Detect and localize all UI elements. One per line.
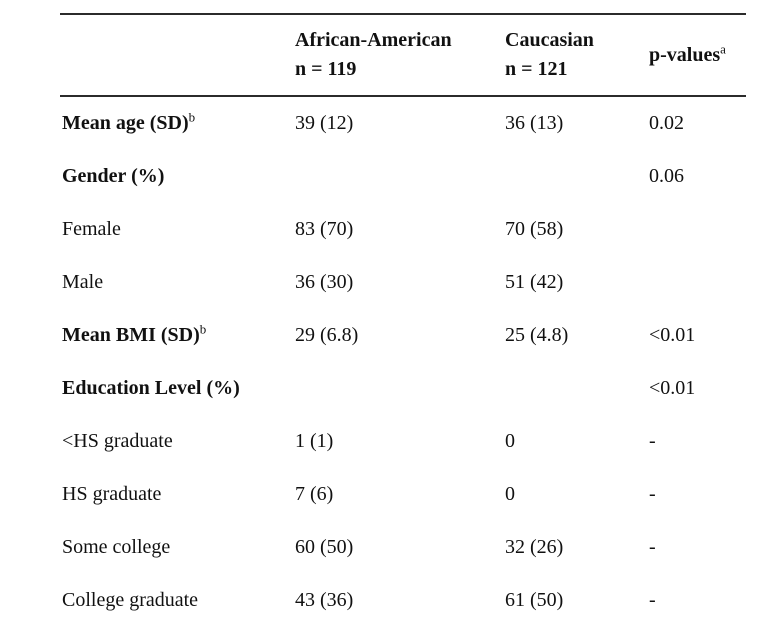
header-caucasian-n: n = 121: [505, 58, 568, 80]
cell-african-american: 7 (6): [295, 483, 334, 505]
table-row-hs-graduate: HS graduate 7 (6) 0 -: [60, 468, 746, 521]
cell-caucasian: 61 (50): [505, 589, 564, 611]
row-label: Gender (%): [60, 163, 295, 190]
footnote-marker-a: a: [720, 40, 726, 56]
table-header-row: African-American n = 119 Caucasian n = 1…: [60, 13, 746, 97]
row-label: <HS graduate: [60, 428, 295, 455]
row-label-text: College graduate: [62, 589, 199, 611]
cell-african-american: 60 (50): [295, 536, 354, 558]
table-row-less-than-hs-graduate: <HS graduate 1 (1) 0 -: [60, 415, 746, 468]
cell-caucasian: 70 (58): [505, 218, 564, 240]
cell-african-american: 43 (36): [295, 589, 354, 611]
cell-p-value: 0.02: [649, 112, 684, 134]
header-african-american-label: African-American: [295, 29, 452, 51]
cell-caucasian: 0: [505, 483, 515, 505]
row-label: Mean BMI (SD)b: [60, 322, 295, 349]
cell-african-american: 36 (30): [295, 271, 354, 293]
cell-p-value: -: [649, 589, 656, 611]
cell-p-value: <0.01: [649, 324, 696, 346]
cell-caucasian: 32 (26): [505, 536, 564, 558]
row-label: College graduate: [60, 587, 295, 614]
row-label-text: Gender (%): [62, 165, 165, 187]
cell-african-american: 83 (70): [295, 218, 354, 240]
cell-p-value: -: [649, 536, 656, 558]
footnote-marker-b: b: [188, 109, 196, 125]
cell-p-value: 0.06: [649, 165, 684, 187]
header-african-american: African-American n = 119: [295, 27, 505, 83]
header-p-values: p-valuesa: [649, 42, 746, 69]
row-label-text: <HS graduate: [62, 430, 173, 452]
cell-p-value: <0.01: [649, 377, 696, 399]
header-caucasian: Caucasian n = 121: [505, 27, 649, 83]
cell-p-value: -: [649, 430, 656, 452]
table-row-mean-age: Mean age (SD)b 39 (12) 36 (13) 0.02: [60, 97, 746, 150]
row-label: Mean age (SD)b: [60, 110, 295, 137]
row-label-text: Education Level (%): [62, 377, 240, 399]
header-caucasian-label: Caucasian: [505, 29, 594, 51]
row-label-text: Mean BMI (SD): [62, 324, 200, 346]
row-label: Some college: [60, 534, 295, 561]
cell-caucasian: 36 (13): [505, 112, 564, 134]
table-row-male: Male 36 (30) 51 (42): [60, 256, 746, 309]
header-african-american-n: n = 119: [295, 58, 357, 80]
row-label-text: HS graduate: [62, 483, 162, 505]
cell-african-american: 39 (12): [295, 112, 354, 134]
cell-african-american: 29 (6.8): [295, 324, 359, 346]
row-label-text: Male: [62, 271, 104, 293]
cell-caucasian: 0: [505, 430, 515, 452]
table-row-college-graduate: College graduate 43 (36) 61 (50) -: [60, 574, 746, 627]
cell-african-american: 1 (1): [295, 430, 334, 452]
row-label: HS graduate: [60, 481, 295, 508]
demographics-table: African-American n = 119 Caucasian n = 1…: [60, 13, 746, 627]
row-label-text: Some college: [62, 536, 171, 558]
row-label: Education Level (%): [60, 375, 295, 402]
row-label-text: Female: [62, 218, 121, 240]
row-label: Female: [60, 216, 295, 243]
table-row-education-level: Education Level (%) <0.01: [60, 362, 746, 415]
table-row-some-college: Some college 60 (50) 32 (26) -: [60, 521, 746, 574]
cell-caucasian: 51 (42): [505, 271, 564, 293]
header-p-values-label: p-values: [649, 43, 721, 66]
table-row-female: Female 83 (70) 70 (58): [60, 203, 746, 256]
cell-caucasian: 25 (4.8): [505, 324, 569, 346]
footnote-marker-b: b: [199, 321, 207, 337]
table-row-mean-bmi: Mean BMI (SD)b 29 (6.8) 25 (4.8) <0.01: [60, 309, 746, 362]
row-label-text: Mean age (SD): [62, 112, 189, 134]
table-row-gender: Gender (%) 0.06: [60, 150, 746, 203]
cell-p-value: -: [649, 483, 656, 505]
row-label: Male: [60, 269, 295, 296]
